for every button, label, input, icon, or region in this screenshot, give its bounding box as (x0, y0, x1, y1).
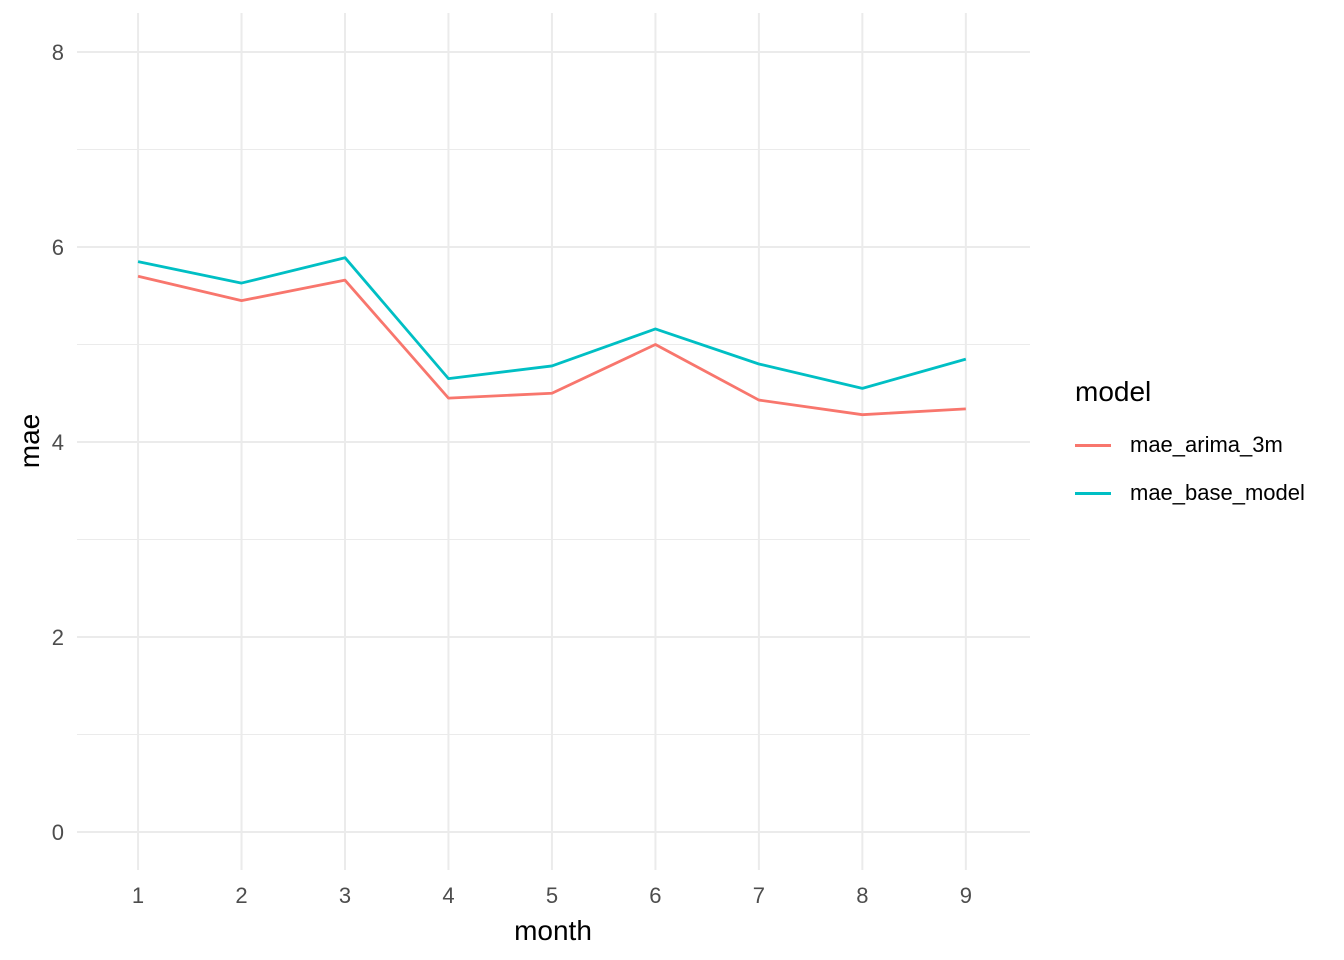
legend: model mae_arima_3m mae_base_model (1075, 378, 1305, 528)
legend-item-label: mae_arima_3m (1130, 432, 1283, 457)
svg-text:5: 5 (546, 883, 558, 908)
svg-text:6: 6 (649, 883, 661, 908)
svg-text:2: 2 (235, 883, 247, 908)
legend-key-line-teal (1075, 491, 1111, 495)
legend-item: mae_arima_3m (1075, 432, 1305, 458)
svg-text:4: 4 (442, 883, 454, 908)
svg-text:2: 2 (52, 625, 64, 650)
legend-key-line-red (1075, 443, 1111, 447)
svg-text:7: 7 (753, 883, 765, 908)
svg-text:6: 6 (52, 235, 64, 260)
svg-text:1: 1 (132, 883, 144, 908)
legend-item-label: mae_base_model (1130, 480, 1305, 505)
svg-text:9: 9 (960, 883, 972, 908)
svg-text:3: 3 (339, 883, 351, 908)
svg-text:8: 8 (856, 883, 868, 908)
legend-title: model (1075, 376, 1152, 407)
y-axis-title: mae (14, 413, 45, 469)
svg-text:8: 8 (52, 40, 64, 65)
x-axis-title: month (514, 915, 592, 946)
legend-item: mae_base_model (1075, 480, 1305, 506)
svg-text:0: 0 (52, 820, 64, 845)
svg-text:4: 4 (52, 430, 64, 455)
